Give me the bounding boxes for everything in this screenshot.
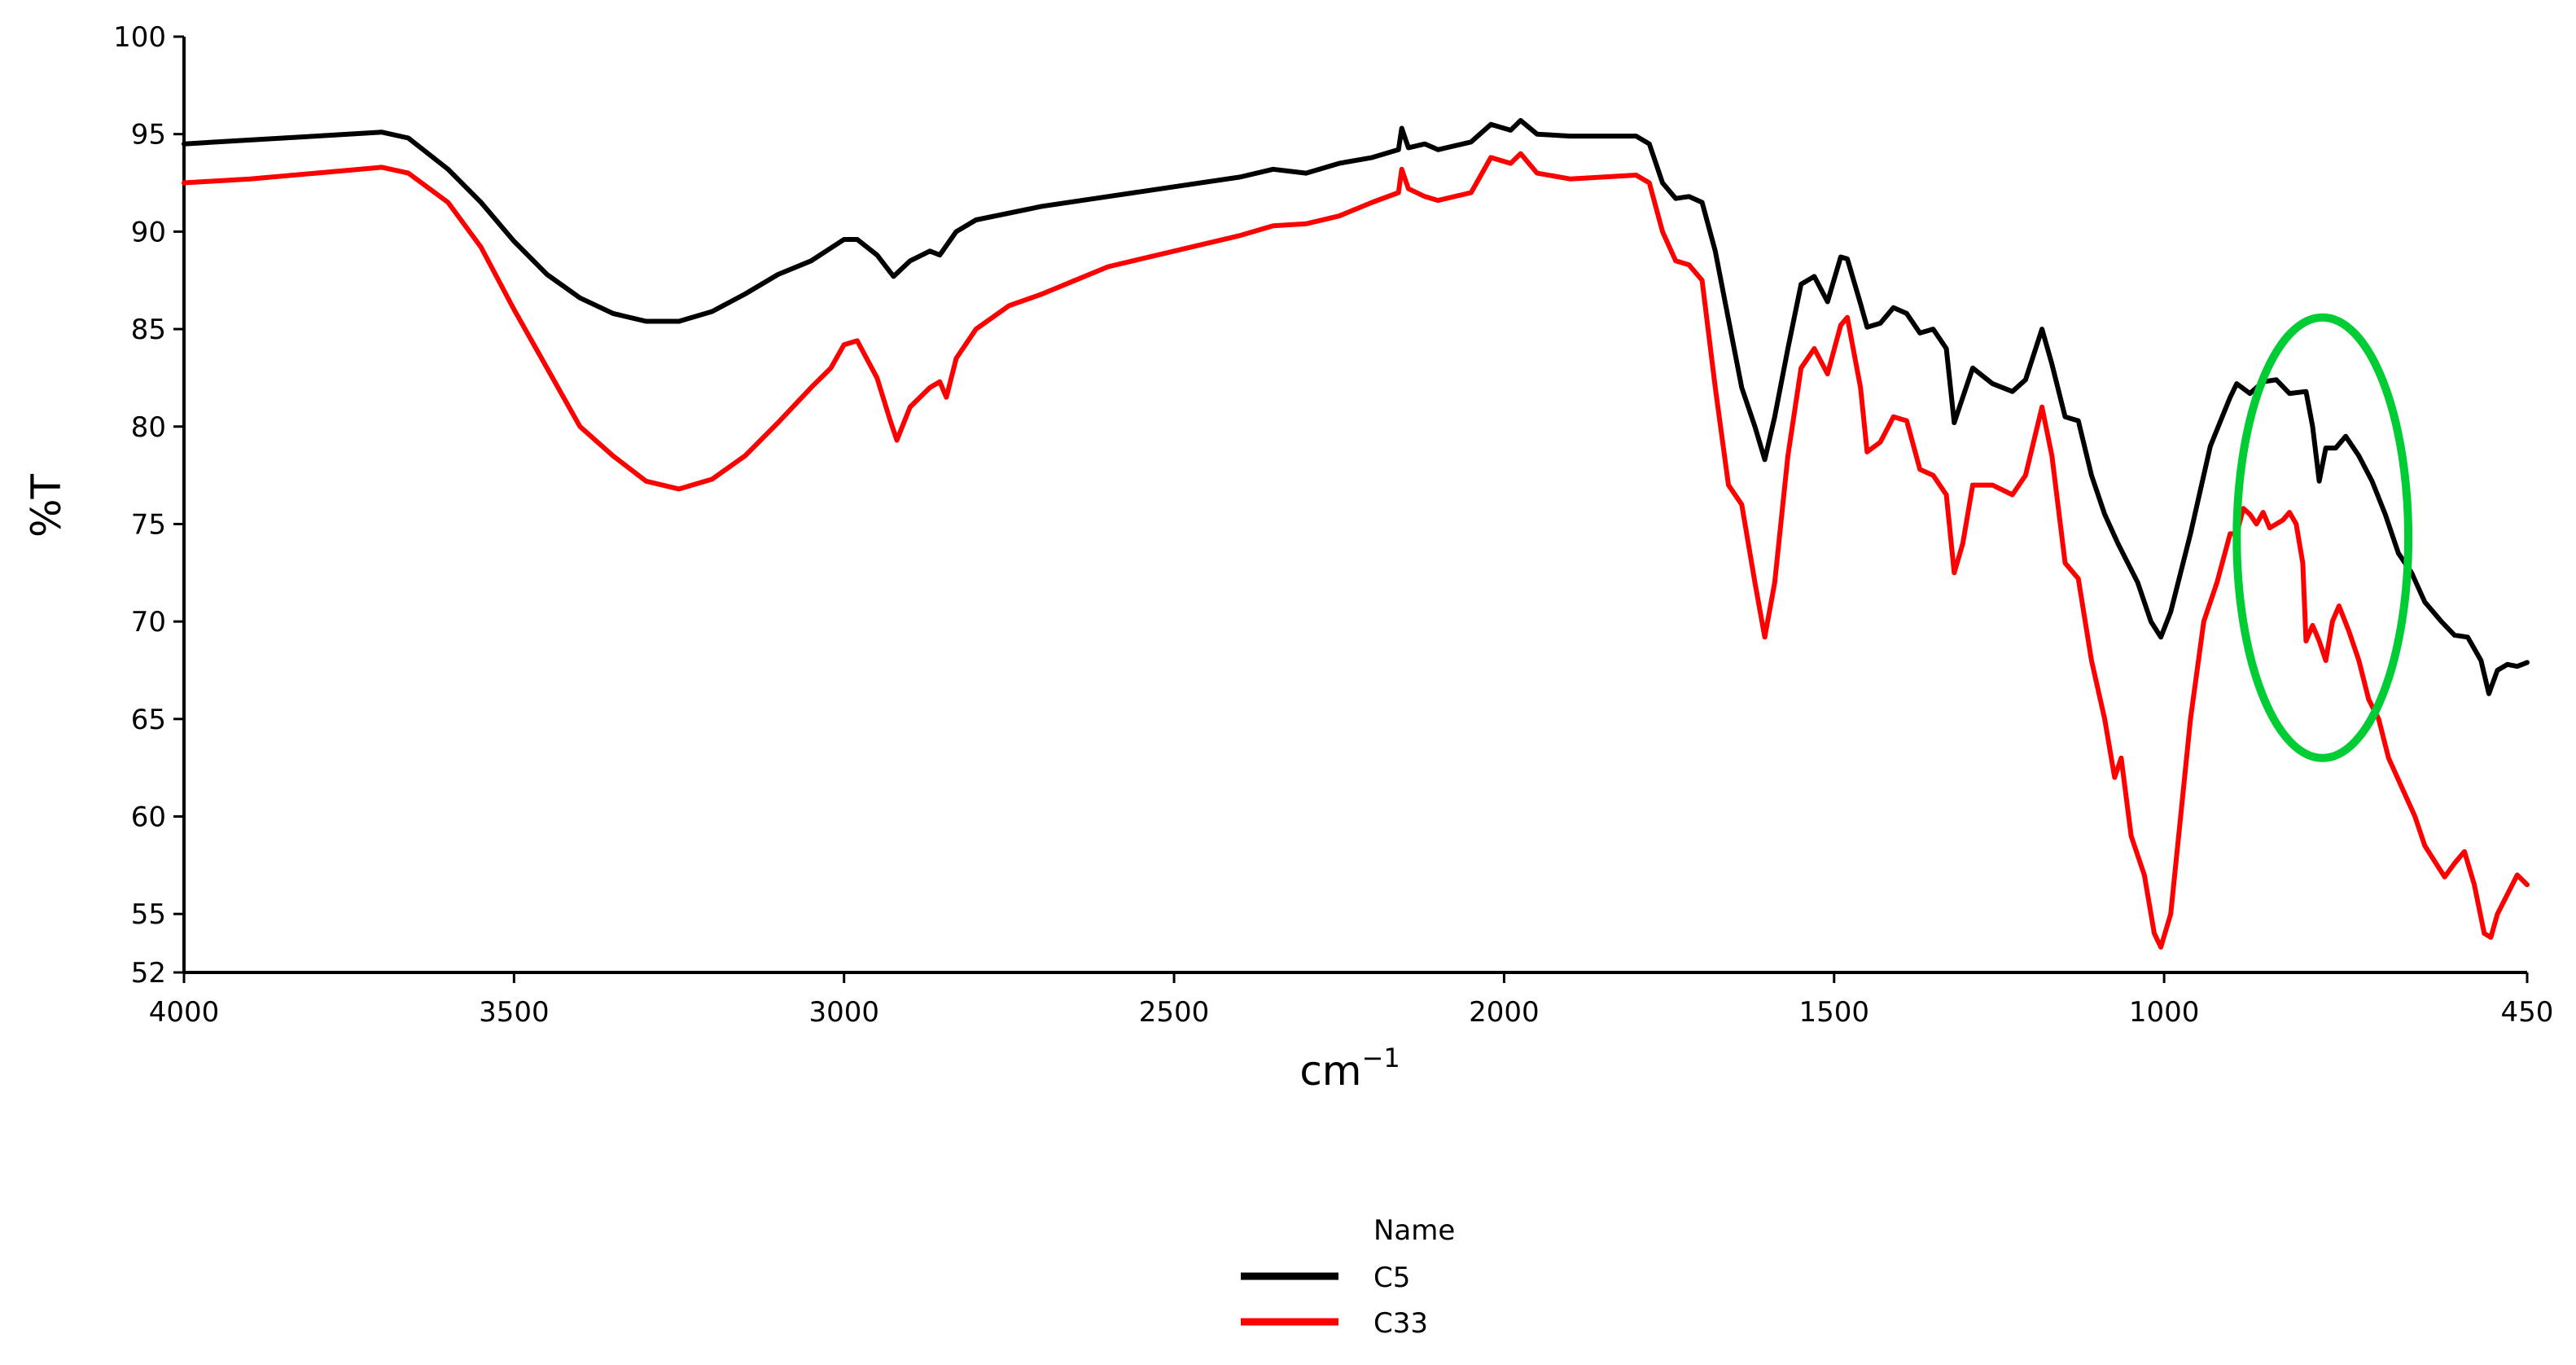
x-tick-label: 4000 <box>149 996 220 1029</box>
y-tick-label: 90 <box>131 216 166 248</box>
x-axis-title-text: cm <box>1299 1047 1361 1095</box>
y-axis-title: %T <box>23 474 70 538</box>
legend: Name C5 C33 <box>1241 1214 1455 1340</box>
x-tick-label: 450 <box>2501 996 2554 1029</box>
chart-axes: 4000 3500 3000 2500 2000 1500 1000 450 52 55 60 65 7… <box>113 21 2553 1029</box>
series-layer <box>182 117 2530 950</box>
legend-title: Name <box>1373 1214 1455 1247</box>
y-tick-label: 65 <box>131 704 166 736</box>
annotation-layer <box>2232 313 2413 762</box>
y-tick-label: 80 <box>131 411 166 444</box>
series-line-c5 <box>182 117 2530 696</box>
x-axis-title: cm−1 <box>1299 1042 1400 1095</box>
y-tick-label: 100 <box>113 21 166 54</box>
x-tick-label: 3500 <box>479 996 550 1029</box>
y-tick-label: 60 <box>131 801 166 834</box>
highlight-ellipse <box>2232 313 2413 762</box>
x-tick-label: 1500 <box>1798 996 1869 1029</box>
y-tick-label: 55 <box>131 898 166 931</box>
x-tick-label: 2500 <box>1139 996 1210 1029</box>
x-tick-label: 2000 <box>1469 996 1540 1029</box>
x-tick-label: 1000 <box>2129 996 2200 1029</box>
legend-label-c5: C5 <box>1373 1262 1410 1294</box>
legend-label-c33: C33 <box>1373 1307 1428 1340</box>
series-line-c33 <box>182 151 2530 950</box>
x-axis-title-superscript: −1 <box>1362 1042 1400 1073</box>
y-tick-label: 85 <box>131 314 166 346</box>
x-tick-label: 3000 <box>808 996 879 1029</box>
y-tick-label: 75 <box>131 508 166 541</box>
y-tick-label: 95 <box>131 119 166 151</box>
y-tick-label: 70 <box>131 606 166 639</box>
y-tick-label: 52 <box>131 957 166 990</box>
